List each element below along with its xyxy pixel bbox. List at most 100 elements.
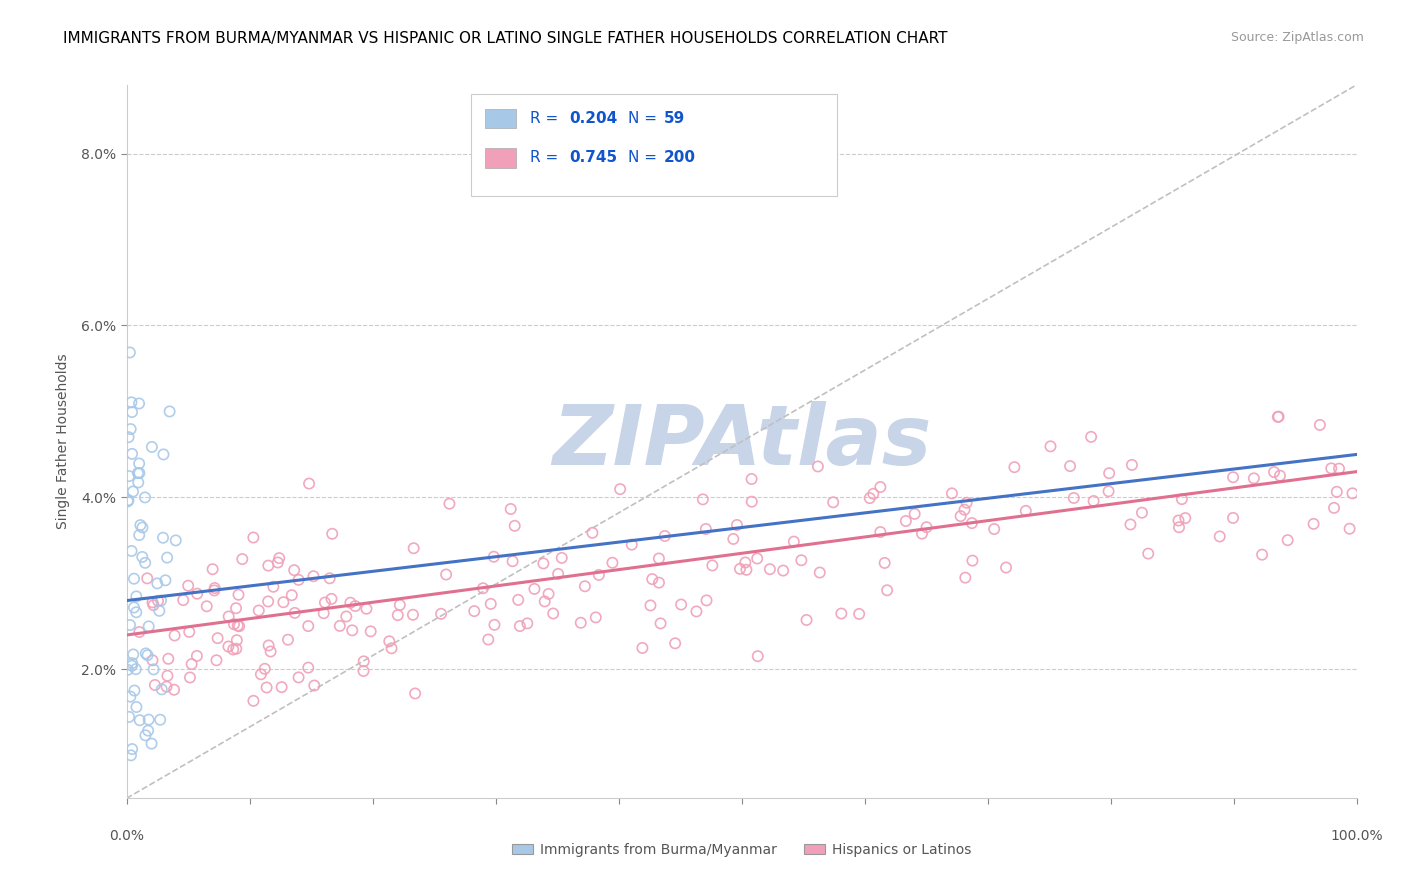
Point bbox=[179, 624, 201, 639]
Point bbox=[654, 529, 676, 543]
Point bbox=[430, 607, 453, 621]
Point bbox=[353, 664, 375, 678]
Point bbox=[225, 601, 247, 615]
Point bbox=[1171, 492, 1194, 507]
Point bbox=[1267, 409, 1289, 424]
Point bbox=[312, 606, 335, 620]
Point bbox=[250, 667, 273, 681]
Point bbox=[122, 648, 145, 662]
Point bbox=[960, 516, 983, 530]
Point bbox=[503, 519, 526, 533]
Point bbox=[118, 345, 141, 359]
Point bbox=[127, 466, 149, 480]
Point bbox=[915, 520, 938, 534]
Point bbox=[205, 653, 228, 667]
Point bbox=[1080, 430, 1102, 444]
Point bbox=[118, 710, 141, 724]
Y-axis label: Single Father Households: Single Father Households bbox=[56, 354, 70, 529]
Point bbox=[257, 594, 280, 608]
Point bbox=[339, 596, 361, 610]
Point bbox=[911, 526, 934, 541]
Point bbox=[641, 572, 664, 586]
Point bbox=[165, 533, 187, 548]
Point bbox=[1130, 506, 1153, 520]
Point bbox=[759, 562, 782, 576]
Point bbox=[135, 647, 157, 661]
Point bbox=[941, 486, 963, 500]
Point bbox=[131, 549, 153, 564]
Point bbox=[302, 569, 325, 583]
Point bbox=[1339, 522, 1361, 536]
Point bbox=[747, 649, 769, 664]
Point bbox=[177, 579, 200, 593]
Point bbox=[122, 484, 145, 499]
Point bbox=[121, 544, 143, 558]
Point bbox=[1119, 517, 1142, 532]
Point bbox=[231, 552, 253, 566]
Point bbox=[949, 509, 972, 524]
Point bbox=[796, 613, 818, 627]
Point bbox=[1098, 466, 1121, 480]
Point bbox=[463, 604, 485, 618]
Point bbox=[141, 440, 163, 454]
Point bbox=[1243, 471, 1265, 485]
Point bbox=[955, 571, 977, 585]
Point bbox=[257, 639, 280, 653]
Point bbox=[962, 553, 984, 567]
Point bbox=[157, 652, 180, 666]
Point bbox=[823, 495, 845, 509]
Point bbox=[121, 742, 143, 756]
Point bbox=[121, 447, 143, 461]
Point bbox=[356, 601, 378, 615]
Point bbox=[482, 549, 505, 564]
Point bbox=[508, 593, 530, 607]
Point bbox=[477, 632, 499, 647]
Point bbox=[983, 522, 1005, 536]
Point bbox=[122, 600, 145, 615]
Point bbox=[218, 609, 240, 624]
Point bbox=[128, 528, 150, 542]
Point bbox=[121, 405, 143, 419]
Point bbox=[790, 553, 813, 567]
Point bbox=[439, 497, 461, 511]
Point bbox=[747, 551, 769, 566]
Point bbox=[136, 648, 159, 663]
Point bbox=[402, 541, 425, 556]
Point bbox=[155, 574, 177, 588]
Point bbox=[128, 625, 150, 640]
Legend: Immigrants from Burma/Myanmar, Hispanics or Latinos: Immigrants from Burma/Myanmar, Hispanics… bbox=[506, 838, 977, 863]
Point bbox=[499, 502, 522, 516]
Point bbox=[121, 656, 143, 670]
Point bbox=[142, 662, 165, 676]
Point bbox=[734, 556, 756, 570]
Text: N =: N = bbox=[628, 151, 662, 165]
Point bbox=[1168, 520, 1191, 534]
Point bbox=[297, 619, 319, 633]
Point bbox=[281, 588, 304, 602]
Point bbox=[696, 593, 718, 607]
Point bbox=[1267, 409, 1289, 424]
Point bbox=[1209, 529, 1232, 543]
Point bbox=[741, 472, 763, 486]
Point bbox=[1137, 547, 1160, 561]
Point bbox=[129, 518, 152, 533]
Point bbox=[180, 657, 202, 671]
Point bbox=[253, 662, 276, 676]
Point bbox=[569, 615, 592, 630]
Point bbox=[179, 671, 201, 685]
Point bbox=[335, 609, 357, 624]
Point bbox=[574, 579, 596, 593]
Point bbox=[125, 662, 148, 676]
Point bbox=[117, 493, 139, 508]
Point bbox=[648, 551, 671, 566]
Point bbox=[353, 654, 375, 668]
Point bbox=[585, 610, 607, 624]
Point bbox=[262, 580, 284, 594]
Point bbox=[509, 619, 531, 633]
Point bbox=[284, 606, 307, 620]
Point bbox=[128, 713, 150, 727]
Point bbox=[725, 518, 748, 533]
Point bbox=[434, 567, 457, 582]
Point bbox=[404, 686, 426, 700]
Point bbox=[772, 564, 794, 578]
